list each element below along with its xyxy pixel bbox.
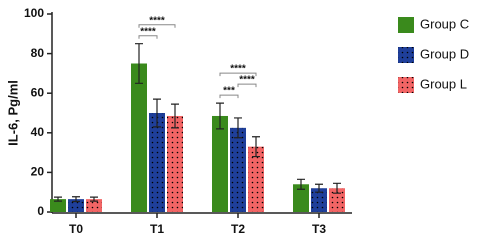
bar — [86, 199, 102, 212]
bar — [212, 115, 228, 212]
error-bar — [333, 182, 341, 194]
bar — [248, 146, 264, 212]
error-bar — [171, 103, 179, 129]
x-tick-label: T2 — [231, 222, 245, 236]
legend-swatch — [398, 17, 414, 33]
legend-label: Group C — [420, 16, 469, 31]
bar — [329, 188, 345, 212]
legend-label: Group D — [420, 46, 469, 61]
y-tick-label: 20 — [31, 165, 45, 179]
x-tick-label: T3 — [312, 222, 326, 236]
error-bar — [234, 117, 242, 139]
error-bar — [72, 196, 80, 203]
significance-label: *** — [223, 86, 235, 97]
bar — [149, 113, 165, 212]
significance-bracket — [138, 35, 158, 39]
significance-bracket — [138, 24, 176, 28]
y-tick-label: 0 — [37, 204, 44, 218]
significance-bracket — [219, 72, 257, 77]
legend-swatch — [398, 77, 414, 93]
error-bar — [54, 196, 62, 202]
x-tick-label: T1 — [150, 222, 164, 236]
bar — [131, 63, 147, 212]
y-tick-label: 60 — [31, 85, 45, 99]
significance-label: **** — [239, 75, 255, 86]
bar — [50, 199, 66, 212]
bar — [311, 188, 327, 212]
error-bar — [297, 178, 305, 190]
significance-label: **** — [230, 64, 246, 75]
y-tick-label: 100 — [24, 6, 44, 20]
error-bar — [315, 183, 323, 193]
bar — [293, 184, 309, 212]
x-tick-label: T0 — [69, 222, 83, 236]
legend-swatch — [398, 47, 414, 63]
error-bar — [135, 43, 143, 84]
bar — [230, 127, 246, 212]
error-bar — [90, 196, 98, 202]
significance-label: **** — [149, 15, 165, 26]
bar — [167, 115, 183, 212]
significance-bracket — [237, 83, 257, 88]
y-axis-label: IL-6, Pg/ml — [5, 80, 20, 146]
error-bar — [153, 98, 161, 128]
bar — [68, 199, 84, 212]
y-tick-label: 40 — [31, 125, 45, 139]
y-tick-label: 80 — [31, 46, 45, 60]
significance-label: **** — [140, 26, 156, 37]
error-bar — [216, 102, 224, 130]
error-bar — [252, 136, 260, 158]
significance-bracket — [219, 94, 239, 99]
legend-label: Group L — [420, 76, 467, 91]
